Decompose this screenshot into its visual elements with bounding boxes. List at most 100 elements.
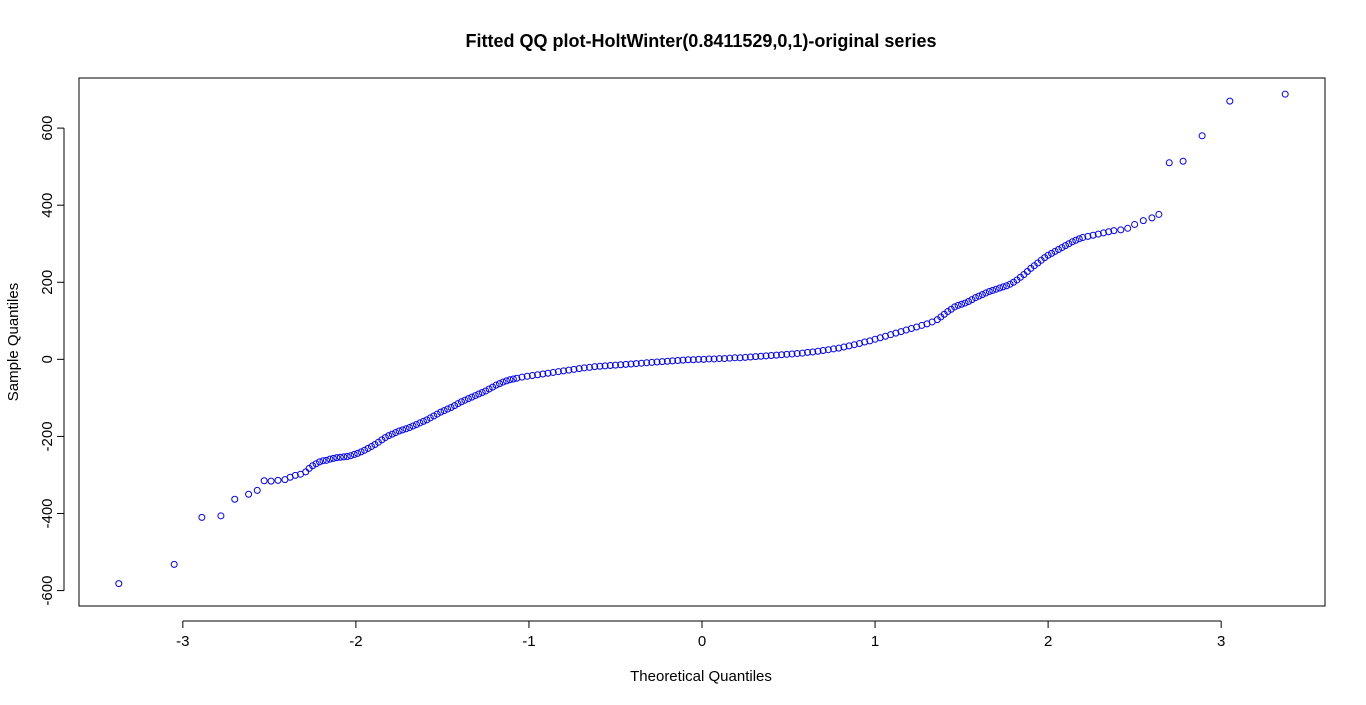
data-point bbox=[381, 434, 389, 442]
data-point bbox=[767, 351, 775, 359]
data-point bbox=[570, 365, 578, 373]
y-tick-label: 400 bbox=[39, 193, 56, 218]
data-point bbox=[586, 363, 594, 371]
data-point bbox=[554, 368, 562, 376]
data-point bbox=[684, 356, 692, 364]
data-point bbox=[1179, 157, 1187, 165]
data-point bbox=[1110, 227, 1118, 235]
data-point bbox=[534, 371, 542, 379]
data-point bbox=[1105, 228, 1113, 236]
data-point bbox=[601, 362, 609, 370]
data-point bbox=[985, 288, 993, 296]
data-point bbox=[611, 361, 619, 369]
data-point bbox=[502, 377, 510, 385]
data-point bbox=[992, 285, 1000, 293]
data-point bbox=[468, 393, 476, 401]
data-point bbox=[653, 358, 661, 366]
y-tick-label: -600 bbox=[39, 576, 56, 606]
data-point bbox=[705, 355, 713, 363]
x-tick-label: -3 bbox=[176, 633, 189, 650]
data-point bbox=[840, 343, 848, 351]
data-point bbox=[971, 294, 979, 302]
data-point bbox=[309, 462, 317, 470]
data-point bbox=[689, 356, 697, 364]
data-point bbox=[999, 283, 1007, 291]
data-point bbox=[402, 425, 410, 433]
data-point bbox=[710, 355, 718, 363]
data-point bbox=[1068, 238, 1076, 246]
data-point bbox=[565, 366, 573, 374]
data-point bbox=[367, 442, 375, 450]
data-point bbox=[804, 348, 812, 356]
data-point bbox=[793, 350, 801, 358]
data-point bbox=[499, 378, 507, 386]
data-point bbox=[741, 353, 749, 361]
x-tick-label: -2 bbox=[349, 633, 362, 650]
data-point bbox=[509, 375, 517, 383]
data-point bbox=[958, 300, 966, 308]
data-point bbox=[1198, 132, 1206, 140]
y-axis: -600 -400 -200 0 200 400 600 bbox=[39, 116, 65, 606]
data-point bbox=[198, 513, 206, 521]
data-point bbox=[492, 381, 500, 389]
data-point bbox=[772, 351, 780, 359]
data-point bbox=[388, 430, 396, 438]
data-point bbox=[695, 355, 703, 363]
data-point bbox=[1044, 251, 1052, 259]
data-point bbox=[426, 414, 434, 422]
data-point bbox=[975, 292, 983, 300]
data-point bbox=[475, 390, 483, 398]
data-point bbox=[170, 560, 178, 568]
data-points bbox=[115, 90, 1289, 588]
data-point bbox=[471, 392, 479, 400]
data-point bbox=[260, 477, 268, 485]
data-point bbox=[1124, 224, 1132, 232]
data-point bbox=[416, 419, 424, 427]
data-point bbox=[954, 301, 962, 309]
data-point bbox=[1003, 282, 1011, 290]
x-axis-title: Theoretical Quantiles bbox=[630, 668, 772, 685]
data-point bbox=[319, 457, 327, 465]
data-point bbox=[329, 454, 337, 462]
data-point bbox=[549, 368, 557, 376]
data-point bbox=[1061, 242, 1069, 250]
data-point bbox=[430, 412, 438, 420]
data-point bbox=[560, 367, 568, 375]
data-point bbox=[1099, 229, 1107, 237]
data-point bbox=[622, 360, 630, 368]
data-point bbox=[700, 355, 708, 363]
data-point bbox=[850, 341, 858, 349]
data-point bbox=[357, 448, 365, 456]
data-point bbox=[506, 376, 514, 384]
data-point bbox=[663, 357, 671, 365]
data-point bbox=[580, 364, 588, 372]
data-point bbox=[316, 458, 324, 466]
data-point bbox=[302, 468, 310, 476]
data-point bbox=[528, 372, 536, 380]
data-point bbox=[361, 446, 369, 454]
data-point bbox=[489, 383, 497, 391]
data-point bbox=[457, 398, 465, 406]
data-point bbox=[496, 380, 504, 388]
data-point bbox=[731, 354, 739, 362]
data-point bbox=[115, 580, 123, 588]
data-point bbox=[778, 351, 786, 359]
data-point bbox=[253, 486, 261, 494]
data-point bbox=[354, 449, 362, 457]
data-point bbox=[454, 400, 462, 408]
data-point bbox=[419, 417, 427, 425]
data-point bbox=[809, 348, 817, 356]
data-point bbox=[347, 452, 355, 460]
x-tick-label: 0 bbox=[698, 633, 706, 650]
data-point bbox=[312, 460, 320, 468]
data-point bbox=[679, 356, 687, 364]
data-point bbox=[1054, 246, 1062, 254]
data-point bbox=[326, 455, 334, 463]
data-point bbox=[217, 512, 225, 520]
data-point bbox=[350, 451, 358, 459]
data-point bbox=[788, 350, 796, 358]
data-point bbox=[947, 305, 955, 313]
data-point bbox=[1155, 210, 1163, 218]
